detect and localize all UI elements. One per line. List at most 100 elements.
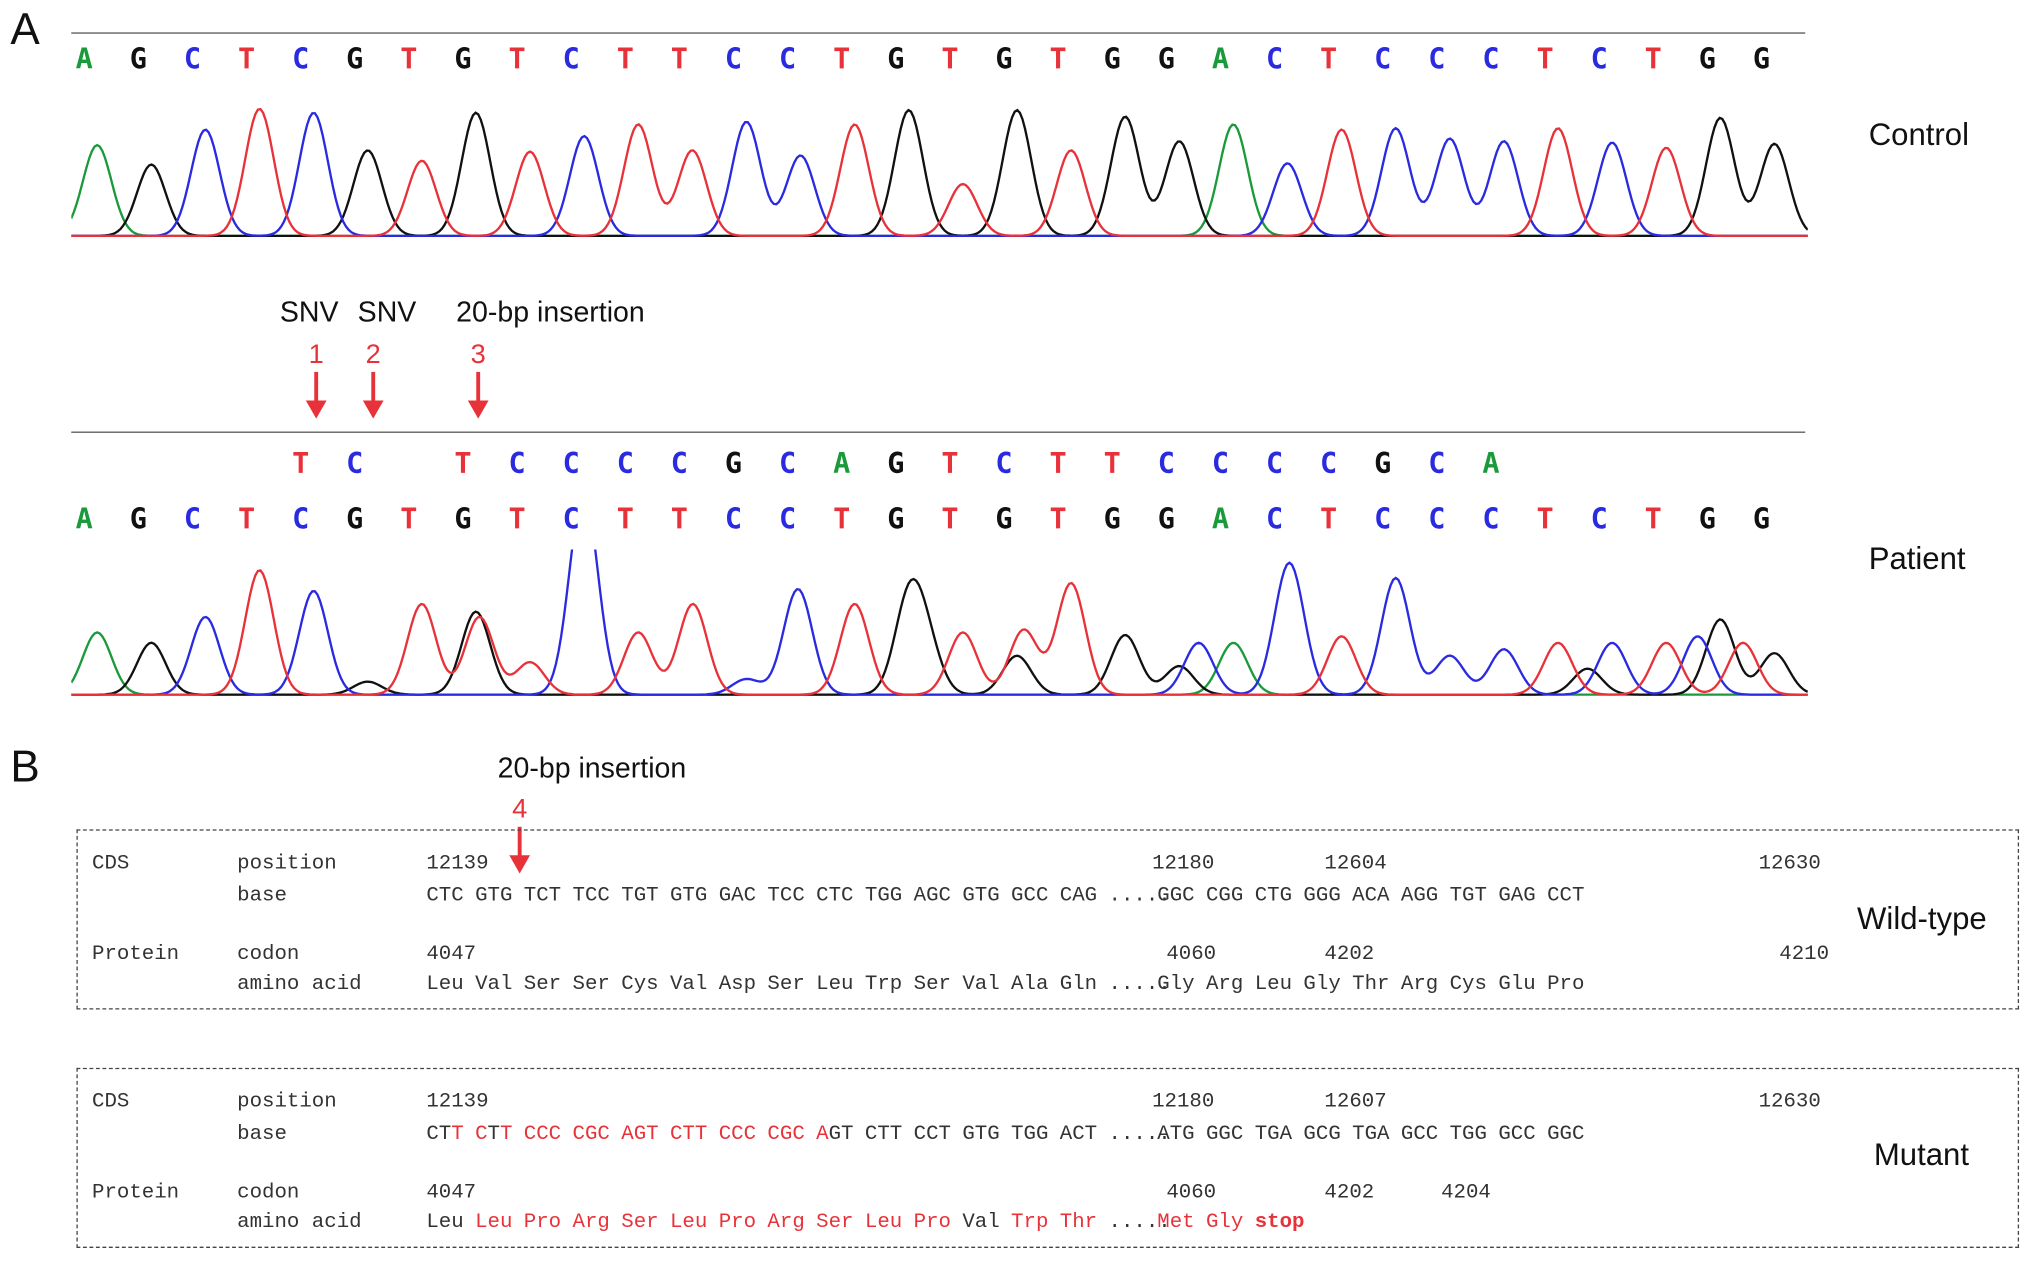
wt-amino-acid: Ser	[913, 971, 951, 996]
control-base: C	[1265, 44, 1284, 77]
patient-base: G	[1698, 504, 1716, 537]
mut-codon: CCC	[523, 1122, 562, 1146]
snv-2-label: SNV	[357, 295, 417, 328]
mut-protein-label: Protein	[92, 1180, 180, 1204]
patient-top-line	[71, 431, 1806, 433]
wt-amino-acid: Leu	[426, 971, 464, 996]
mut-codon: CCT	[913, 1122, 951, 1146]
patient-base: T	[670, 504, 688, 537]
wt-base-sequence: CTC GTG TCT TCC TGT GTG GAC TCC CTC TGG AGC GTG GCC C…	[78, 884, 2018, 910]
inserted-base: C	[1320, 448, 1338, 481]
wt-protein-label: Protein	[92, 942, 180, 966]
mut-base-sequence: CTT CTT CCC CGC AGT CTT CCC CGC AGT CTT CCT GTG TGG A…	[78, 1122, 2018, 1148]
wildtype-label: Wild-type	[1857, 901, 1987, 937]
control-base: T	[237, 44, 256, 77]
mut-amino-acid: stop	[1254, 1210, 1305, 1234]
wt-amino-acid: Thr	[1352, 971, 1390, 996]
wt-codon: GAC	[718, 883, 757, 908]
wt-amino-acid: Arg	[1205, 971, 1244, 996]
mut-codon: ATG	[1157, 1122, 1195, 1146]
mut-amino-acid: Leu	[475, 1210, 513, 1234]
mut-codon: AGT	[816, 1122, 854, 1146]
mut-amino-acid: .....	[1108, 1210, 1171, 1234]
inserted-base: G	[1374, 448, 1392, 481]
wt-amino-acid: Trp	[864, 971, 903, 996]
mut-codon: GTG	[962, 1122, 1000, 1146]
insertion-arrow-b: 4	[507, 795, 533, 883]
wt-amino-acid: Ala	[1011, 971, 1049, 996]
wt-amino-acid: Leu	[816, 971, 854, 996]
patient-base: T	[237, 504, 256, 537]
patient-label: Patient	[1868, 541, 1966, 577]
wt-codon: ACA	[1352, 883, 1390, 908]
patient-base: C	[183, 504, 202, 537]
mut-codon: TGA	[1352, 1122, 1390, 1146]
patient-base: G	[454, 504, 472, 537]
mut-amino-acid: Ser	[816, 1210, 854, 1234]
patient-base: T	[941, 504, 959, 537]
patient-base: G	[346, 504, 364, 537]
mut-codon-end-2: 4204	[1441, 1180, 1491, 1204]
wt-codon-start: 4047	[426, 942, 477, 966]
control-base: T	[833, 44, 851, 77]
trace-T-channel	[71, 107, 1808, 238]
wt-codon: CTC	[426, 883, 464, 908]
wt-base-label: base	[237, 883, 287, 908]
insertion-label-a: 20-bp insertion	[456, 295, 645, 328]
wt-codon: GGG	[1303, 883, 1341, 908]
mut-codon: GGC	[1205, 1122, 1244, 1146]
inserted-base: G	[887, 448, 905, 481]
inserted-base: T	[941, 448, 959, 481]
inserted-base: T	[292, 448, 310, 481]
trace-T-channel	[71, 569, 1808, 696]
patient-base: C	[562, 504, 580, 537]
control-base: C	[1482, 44, 1500, 77]
control-base: G	[1103, 44, 1121, 77]
wt-amino-acid: Gly	[1303, 971, 1341, 996]
panel-a-letter: A	[10, 5, 40, 55]
mut-codon-label: codon	[237, 1180, 300, 1204]
mut-amino-acid: Ser	[621, 1210, 659, 1234]
mut-codon: GCC	[1498, 1122, 1536, 1146]
mut-codon: CCC	[718, 1122, 757, 1146]
control-base: G	[995, 44, 1013, 77]
control-base: G	[1698, 44, 1716, 77]
mut-codon: .....	[1108, 1122, 1171, 1146]
mut-codon: CTT	[669, 1122, 708, 1146]
control-base: T	[1049, 44, 1067, 77]
wt-amino-acid: Asp	[718, 971, 757, 996]
inserted-base: T	[454, 448, 472, 481]
wt-amino-acid: Val	[669, 971, 708, 996]
snv-2-arrow: 2	[360, 340, 386, 428]
wt-codon: CTC	[816, 883, 854, 908]
mut-codon: CTT	[426, 1122, 464, 1146]
control-base: A	[75, 44, 93, 77]
trace-C-channel	[71, 549, 1808, 696]
wt-amino-acid: Leu	[1254, 971, 1293, 996]
mut-position-end-2: 12630	[1758, 1089, 1821, 1114]
inserted-base: C	[1265, 448, 1284, 481]
control-base: G	[1157, 44, 1175, 77]
wt-codon: TCT	[523, 883, 562, 908]
mut-codon: CTT	[475, 1122, 513, 1146]
patient-base: T	[1049, 504, 1067, 537]
control-base: C	[183, 44, 202, 77]
mut-aa-label: amino acid	[237, 1210, 362, 1234]
control-base: G	[887, 44, 905, 77]
inserted-base: A	[1482, 448, 1500, 481]
control-base: C	[724, 44, 743, 77]
wt-amino-acid: Val	[475, 971, 513, 996]
mut-codon: CGC	[572, 1122, 610, 1146]
mut-amino-acid: Pro	[718, 1210, 757, 1234]
patient-base: C	[1265, 504, 1284, 537]
wt-position-label: position	[237, 851, 337, 875]
wt-codon: GTG	[669, 883, 708, 908]
patient-base: C	[779, 504, 797, 537]
mut-amino-acid: Val	[962, 1210, 1000, 1234]
mut-amino-acid: Met	[1157, 1210, 1195, 1234]
patient-base: T	[833, 504, 851, 537]
mut-codon: GCC	[1400, 1122, 1439, 1146]
wt-aa-label: amino acid	[237, 971, 362, 996]
trace-A-channel	[71, 631, 1808, 696]
